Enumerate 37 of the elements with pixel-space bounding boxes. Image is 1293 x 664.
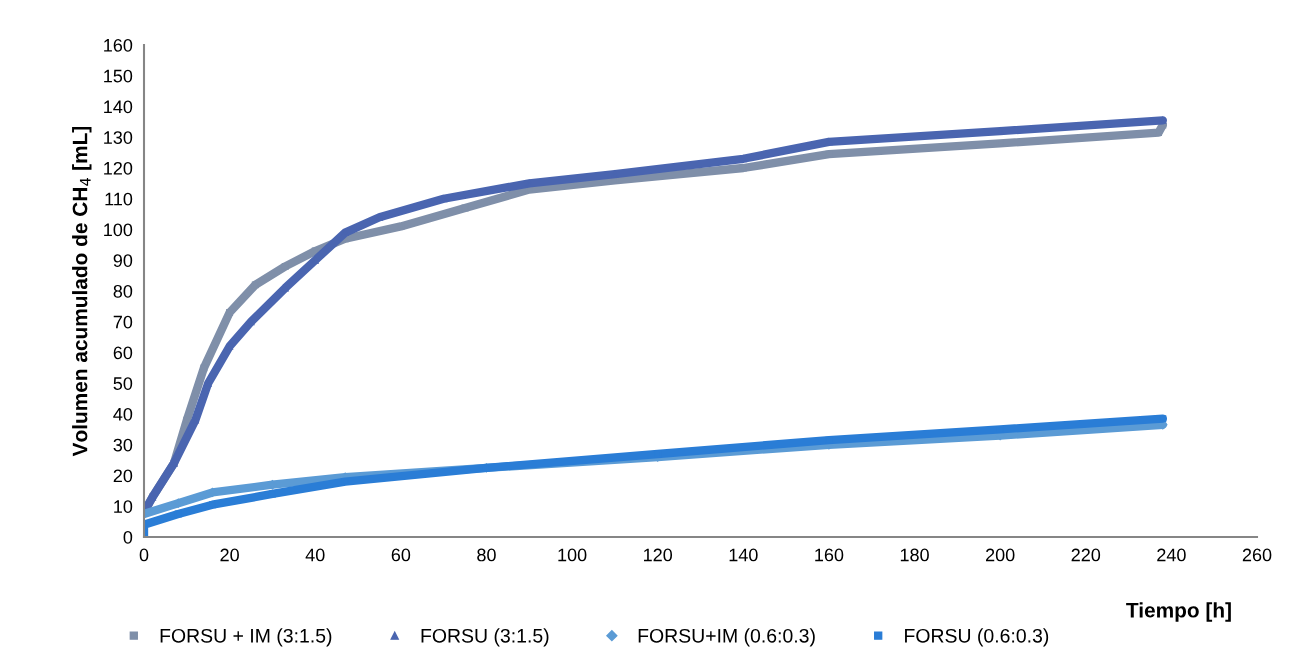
x-tick-label: 120: [644, 548, 673, 562]
x-tick-label: 140: [729, 548, 758, 562]
legend-label: FORSU (3:1.5): [421, 628, 549, 647]
x-tick-label: 0: [139, 548, 149, 562]
x-tick-label: 160: [815, 548, 844, 562]
x-tick-label: 40: [305, 548, 325, 562]
y-tick-label: 10: [114, 500, 133, 513]
y-tick-label: 20: [113, 469, 133, 483]
y-tick-label: 50: [113, 377, 133, 390]
y-tick-label: 110: [105, 192, 133, 206]
y-tick-label: 120: [104, 161, 133, 175]
x-tick-label: 180: [900, 548, 929, 562]
legend-label: FORSU + IM (3:1.5): [160, 628, 332, 647]
x-tick-label: 20: [220, 548, 239, 562]
y-tick-label: 90: [113, 254, 133, 267]
y-tick-label: 80: [113, 284, 133, 298]
y-tick-label: 70: [113, 315, 133, 329]
x-tick-label: 80: [477, 548, 496, 562]
x-tick-label: 240: [1157, 548, 1186, 562]
y-tick-label: 160: [104, 38, 133, 52]
y-axis-title: Volumen acumulado de CH$_{4}$ [mL]: [72, 126, 92, 457]
x-tick-label: 60: [391, 548, 411, 562]
x-axis-title: Tiempo [h]: [1126, 602, 1231, 622]
y-tick-label: 30: [113, 438, 133, 452]
x-tick-label: 100: [558, 548, 587, 562]
y-tick-label: 60: [113, 346, 133, 360]
x-tick-label: 220: [1071, 548, 1101, 562]
x-tick-label: 200: [986, 548, 1015, 562]
y-tick-label: 150: [104, 69, 133, 83]
x-tick-label: 260: [1242, 548, 1272, 562]
y-tick-label: 100: [104, 223, 133, 237]
y-tick-label: 0: [123, 530, 133, 544]
legend-label: FORSU+IM (0.6:0.3): [638, 628, 815, 647]
y-tick-label: 140: [104, 100, 133, 114]
legend-label: FORSU (0.6:0.3): [905, 628, 1049, 647]
y-tick-label: 40: [113, 407, 133, 421]
y-tick-label: 130: [104, 131, 133, 144]
